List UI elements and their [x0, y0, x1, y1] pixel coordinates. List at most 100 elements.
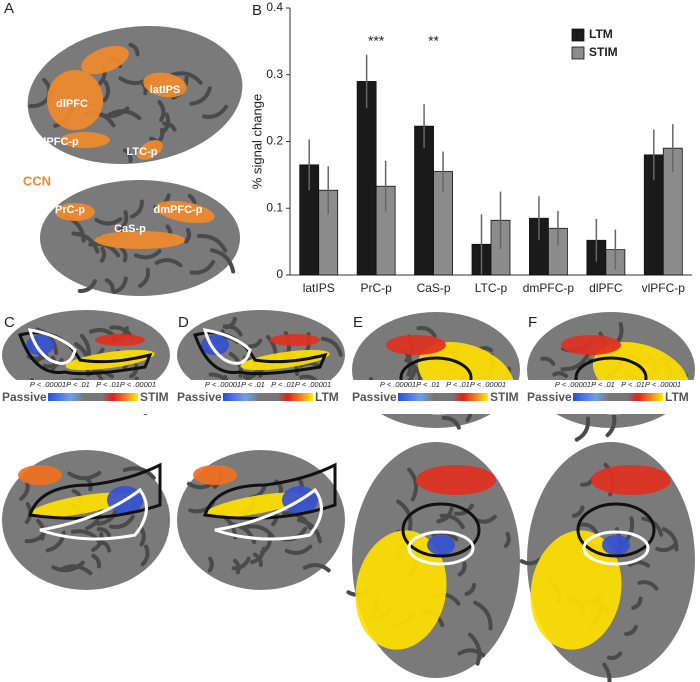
sulcus — [453, 503, 474, 516]
roi-outline — [582, 530, 650, 566]
brain-top — [177, 310, 345, 409]
legend-label: LTM — [589, 27, 613, 41]
sulcus — [655, 542, 677, 553]
activation — [30, 492, 130, 518]
colorbar — [223, 393, 313, 401]
sulcus — [602, 662, 612, 682]
sulcus — [302, 563, 331, 573]
bar — [356, 81, 377, 276]
sulcus — [130, 199, 144, 219]
sulcus — [189, 259, 216, 275]
y-tick-label: 0.2 — [266, 134, 283, 148]
legend-label: STIM — [589, 45, 618, 59]
sulcus — [104, 278, 115, 293]
brain-label: CaS-p — [114, 223, 146, 235]
activation — [416, 465, 496, 495]
sulcus — [247, 338, 263, 349]
legend-swatch — [571, 28, 585, 42]
brain-label: dmPFC-p — [154, 204, 203, 216]
sulcus — [19, 479, 30, 501]
cortex — [27, 26, 243, 164]
sulcus — [571, 505, 585, 518]
roi-outline — [407, 530, 475, 566]
sulcus — [128, 42, 140, 57]
sulcus — [51, 560, 85, 573]
brain-top — [2, 310, 170, 416]
sulcus — [284, 544, 313, 555]
activation — [561, 335, 621, 355]
x-tick-label: CaS-p — [417, 281, 451, 295]
sulcus — [118, 210, 129, 232]
y-axis-label: % signal change — [249, 94, 264, 189]
x-tick-label: dmPFC-p — [523, 281, 575, 295]
sulcus — [161, 112, 171, 135]
sulcus — [162, 121, 177, 132]
sulcus — [243, 524, 276, 540]
lateral-brain — [27, 26, 243, 164]
activation — [60, 132, 110, 148]
sulcus — [407, 467, 419, 502]
brain-label: LTC-p — [127, 146, 158, 158]
panel-label: A — [4, 0, 14, 17]
sulcus — [641, 516, 664, 537]
sulcus — [91, 553, 101, 569]
activation — [270, 334, 320, 346]
brain-bottom — [346, 442, 520, 678]
sulcus — [473, 600, 493, 631]
sulcus — [138, 267, 151, 288]
x-tick-label: LTC-p — [475, 281, 508, 295]
colorbar-left-label: Passive — [177, 390, 222, 404]
cortex — [2, 450, 170, 590]
x-tick-label: PrC-p — [360, 281, 392, 295]
p-label: P < .00001 — [470, 380, 506, 389]
panel-label: C — [4, 314, 15, 331]
sulcus — [196, 233, 228, 253]
sulcus — [578, 522, 599, 535]
colorbar-left-label: Passive — [352, 390, 397, 404]
colorbar-right-label: LTM — [315, 390, 339, 404]
sulcus — [475, 514, 497, 524]
brain-label: latIPS — [150, 84, 181, 96]
brain-bottom — [519, 442, 695, 682]
sulcus — [189, 86, 212, 106]
sulcus — [320, 336, 343, 357]
panel-label: E — [353, 314, 363, 331]
sulcus — [467, 632, 482, 666]
activation — [602, 535, 630, 555]
sulcus — [231, 556, 251, 571]
y-tick-label: 0 — [276, 267, 283, 281]
colorbar-right-label: STIM — [140, 390, 169, 404]
significance: *** — [368, 33, 385, 49]
activation — [205, 492, 305, 518]
sulcus — [96, 527, 112, 538]
sulcus — [154, 258, 183, 268]
roi-outline — [214, 487, 323, 541]
sulcus — [42, 358, 64, 369]
p-label: P < .00001 — [380, 380, 416, 389]
sulcus — [540, 356, 556, 366]
brain-label: PrC-p — [55, 204, 85, 216]
sulcus — [140, 544, 150, 567]
p-label: P < .00001 — [295, 380, 331, 389]
sulcus — [133, 249, 162, 260]
sulcus — [202, 104, 229, 119]
colorbar — [398, 393, 488, 401]
activation — [386, 335, 446, 355]
activation — [591, 465, 671, 495]
activation — [427, 535, 455, 555]
panel-label: B — [252, 2, 262, 19]
p-label: P < .01 — [446, 380, 470, 389]
p-label: P < .00001 — [645, 380, 681, 389]
sulcus — [628, 560, 650, 568]
sulcus — [58, 564, 93, 576]
sulcus — [439, 513, 465, 530]
sulcus — [560, 351, 591, 372]
roi-outline — [576, 502, 656, 558]
sulcus — [441, 415, 461, 430]
p-label: P < .00001 — [205, 380, 241, 389]
sulcus — [296, 518, 323, 544]
sulcus — [85, 506, 103, 531]
brain-label: vlPFC-p — [37, 136, 79, 148]
sulcus — [207, 556, 214, 573]
sulcus — [122, 148, 133, 163]
